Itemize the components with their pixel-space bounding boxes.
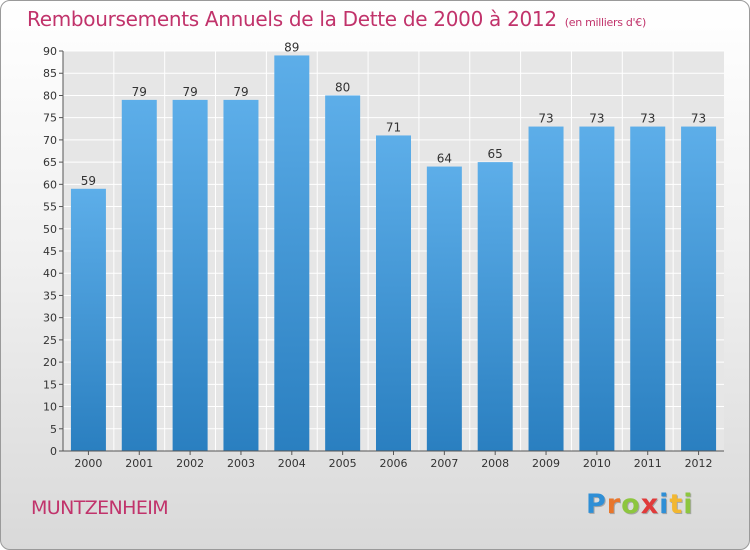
bar <box>172 99 208 451</box>
bar <box>477 162 513 451</box>
y-tick-label: 75 <box>43 112 57 125</box>
y-tick-label: 65 <box>43 156 57 169</box>
logo-letter: t <box>669 489 684 520</box>
x-tick-label: 2000 <box>74 457 102 470</box>
logo-letter: r <box>606 489 622 520</box>
bar-value-label: 79 <box>132 85 147 99</box>
x-tick-label: 2006 <box>380 457 408 470</box>
bar <box>681 126 717 452</box>
bar-value-label: 73 <box>589 112 604 126</box>
y-tick-label: 85 <box>43 67 57 80</box>
logo-letter: x <box>640 489 660 520</box>
y-tick-label: 55 <box>43 201 57 214</box>
bar <box>70 188 106 451</box>
bar-value-label: 73 <box>538 112 553 126</box>
bar <box>223 99 259 451</box>
y-tick-label: 50 <box>43 223 57 236</box>
x-tick-label: 2002 <box>176 457 204 470</box>
city-name: MUNTZENHEIM <box>31 497 169 519</box>
bar <box>376 135 411 451</box>
y-tick-label: 70 <box>43 134 57 147</box>
chart-title: Remboursements Annuels de la Dette de 20… <box>27 7 646 31</box>
y-tick-label: 10 <box>43 401 57 414</box>
y-tick-label: 40 <box>43 267 57 280</box>
logo-letter: o <box>621 489 641 520</box>
y-tick-label: 80 <box>43 89 57 102</box>
bar-value-label: 59 <box>81 174 96 188</box>
y-tick-label: 20 <box>43 356 57 369</box>
x-tick-label: 2004 <box>278 457 306 470</box>
x-tick-label: 2001 <box>125 457 153 470</box>
x-tick-label: 2007 <box>430 457 458 470</box>
y-tick-label: 60 <box>43 178 57 191</box>
x-tick-label: 2003 <box>227 457 255 470</box>
bar-value-label: 73 <box>691 112 706 126</box>
bar-value-label: 89 <box>284 40 299 54</box>
y-tick-label: 35 <box>43 289 57 302</box>
y-tick-label: 0 <box>50 445 57 458</box>
x-tick-label: 2010 <box>583 457 611 470</box>
x-tick-label: 2005 <box>329 457 357 470</box>
bar-value-label: 73 <box>640 112 655 126</box>
bar-value-label: 79 <box>182 85 197 99</box>
x-tick-label: 2008 <box>481 457 509 470</box>
chart-title-text: Remboursements Annuels de la Dette de 20… <box>27 7 557 31</box>
chart-subtitle: (en milliers d'€) <box>564 16 646 29</box>
logo-letter: i <box>683 489 694 520</box>
x-tick-label: 2011 <box>634 457 662 470</box>
bar-value-label: 79 <box>233 85 248 99</box>
bar <box>325 95 361 451</box>
bar <box>426 166 462 452</box>
y-tick-label: 25 <box>43 334 57 347</box>
x-tick-label: 2012 <box>685 457 713 470</box>
x-tick-label: 2009 <box>532 457 560 470</box>
bar-value-label: 80 <box>335 80 350 94</box>
y-tick-label: 15 <box>43 378 57 391</box>
bar-value-label: 65 <box>488 147 503 161</box>
y-tick-label: 30 <box>43 312 57 325</box>
bar <box>630 126 666 452</box>
bar-value-label: 71 <box>386 120 401 134</box>
proxiti-logo: Proxiti <box>586 489 694 520</box>
bar <box>274 55 310 451</box>
bar-value-label: 64 <box>437 152 452 166</box>
y-tick-label: 5 <box>50 423 57 436</box>
bar <box>528 126 564 452</box>
logo-letter: P <box>586 489 607 520</box>
bar <box>121 99 157 451</box>
logo-letter: i <box>659 489 670 520</box>
y-tick-label: 90 <box>43 45 57 58</box>
bar <box>579 126 615 452</box>
y-tick-label: 45 <box>43 245 57 258</box>
